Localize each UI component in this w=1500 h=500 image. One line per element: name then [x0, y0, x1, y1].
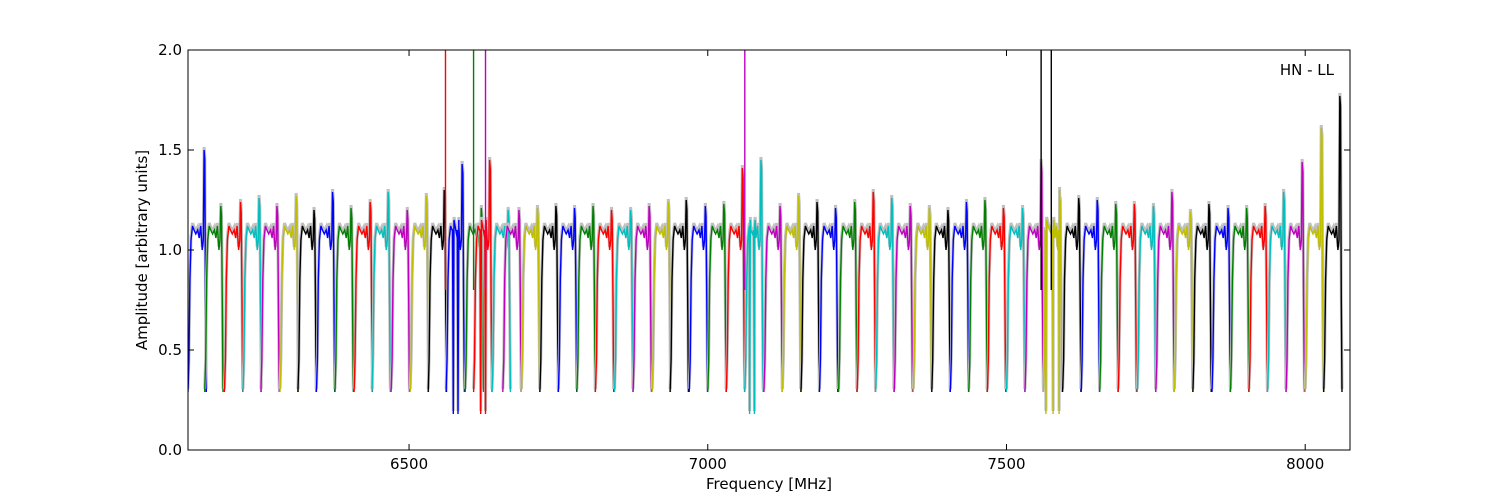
channel-line [744, 159, 764, 415]
channel-line [1099, 203, 1119, 393]
channel-line [1248, 205, 1269, 393]
channel-line [188, 149, 207, 393]
channel-line [491, 209, 512, 393]
channel-line [557, 207, 578, 393]
channel-line [594, 209, 615, 393]
channel-line [260, 205, 280, 393]
y-tick-label: 1.5 [158, 141, 182, 159]
channel-line [390, 209, 411, 393]
y-tick-label: 0.5 [158, 341, 182, 359]
x-axis-label: Frequency [MHz] [706, 475, 832, 493]
x-tick-label: 7000 [689, 455, 727, 473]
channel-line [856, 191, 877, 393]
channel-line [1005, 207, 1026, 393]
channel-line [632, 205, 653, 393]
channel-line [1229, 207, 1250, 393]
y-tick-label: 0.0 [158, 441, 182, 459]
channel-line [725, 167, 746, 393]
channel-line [1155, 191, 1175, 393]
channel-line [968, 199, 988, 393]
channel-line [837, 201, 858, 393]
channel-line [539, 205, 559, 393]
channel-line [1192, 203, 1212, 393]
channel-line [502, 209, 522, 393]
channel-line [1173, 211, 1194, 393]
channel-line [800, 201, 820, 393]
y-axis-label: Amplitude [arbitrary units] [133, 150, 151, 350]
channel-line [1042, 189, 1063, 415]
channel-line [931, 209, 951, 393]
ticks-layer: 6500 7000 7500 8000 0.0 0.5 1.0 1.5 2.0 [158, 41, 1350, 473]
channel-line [1080, 199, 1101, 393]
channel-line [1285, 161, 1306, 393]
channel-line [576, 205, 596, 393]
channel-line [707, 203, 727, 393]
channel-line [353, 201, 374, 393]
x-tick-label: 8000 [1286, 455, 1324, 473]
channel-line [781, 195, 802, 393]
channel-line [1211, 207, 1232, 393]
channel-line [893, 205, 914, 393]
channel-line [445, 163, 466, 415]
y-tick-label: 1.0 [158, 241, 182, 259]
chart-annotation: HN - LL [1280, 61, 1335, 79]
x-tick-label: 6500 [390, 455, 428, 473]
channel-line [818, 207, 839, 393]
channel-line [613, 209, 634, 393]
x-tick-label: 7500 [987, 455, 1025, 473]
channel-line [472, 159, 493, 415]
channel-line [1061, 197, 1082, 393]
channel-line [874, 197, 895, 393]
channel-line [334, 207, 354, 393]
channel-line [297, 209, 317, 393]
y-tick-label: 2.0 [158, 41, 182, 59]
channel-line [1304, 127, 1325, 393]
channel-line [315, 191, 336, 393]
channel-line [912, 207, 933, 393]
channel-line [763, 205, 783, 393]
channel-line [520, 207, 541, 393]
channel-line [242, 197, 262, 393]
channel-line [1117, 203, 1138, 393]
channel-line [409, 195, 430, 393]
channel-line [204, 205, 224, 393]
channel-line [427, 189, 448, 393]
channel-line [688, 205, 709, 393]
channel-line [371, 191, 391, 393]
channel-line [279, 195, 299, 393]
channel-line [223, 201, 244, 393]
channel-line [1266, 191, 1287, 393]
channel-line [651, 201, 672, 393]
channel-line [669, 199, 690, 393]
channel-line [986, 207, 1007, 393]
channel-line [949, 201, 970, 393]
series-layer [188, 50, 1344, 415]
channel-line [1136, 205, 1157, 393]
channel-line [1323, 95, 1343, 393]
